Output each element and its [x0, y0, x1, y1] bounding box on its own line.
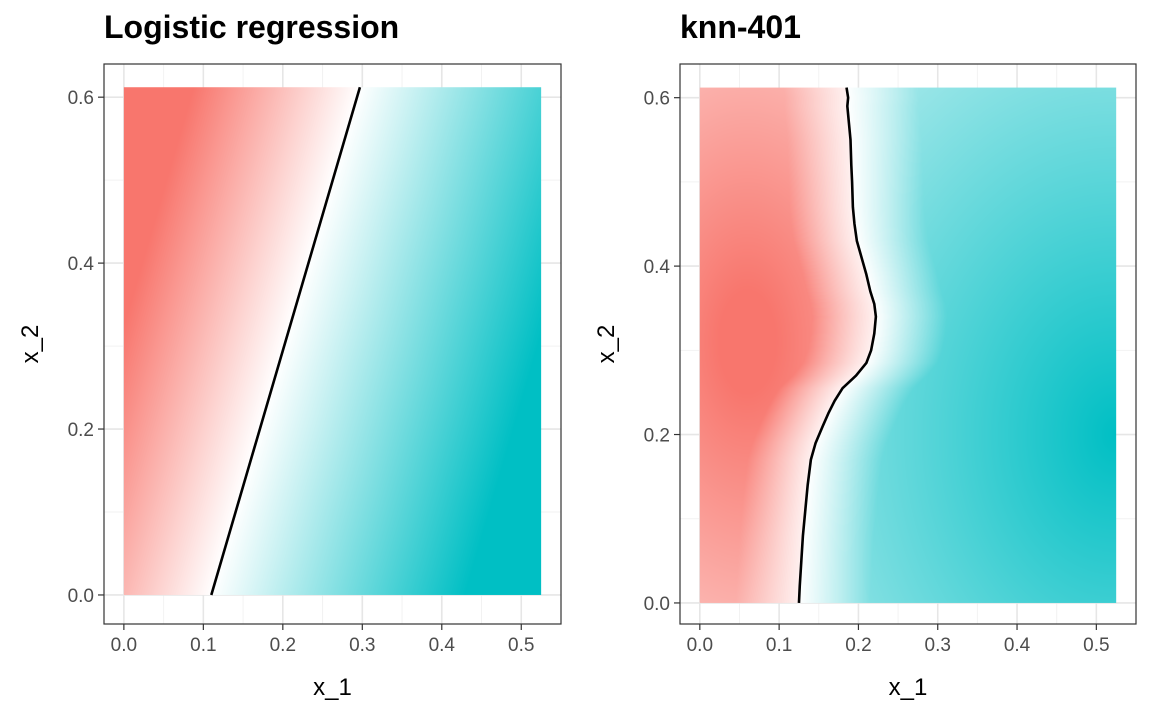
logistic-regression-panel: Logistic regression 0.0 0.1 0.2 0.3 0.4 0.50.… — [17, 9, 562, 701]
panel-title: Logistic regression — [104, 9, 399, 45]
probability-fill — [123, 87, 542, 595]
x-tick-label: 0.1 — [190, 635, 216, 656]
y-tick-label: 0.0 — [68, 586, 94, 607]
x-tick-label: 0.1 — [766, 635, 792, 656]
y-tick-label: 0.0 — [644, 594, 670, 615]
y-tick-label: 0.2 — [68, 420, 94, 441]
axis-ticks: 0.0 0.1 0.2 0.3 0.4 0.5 0.0 0.2 0.4 0.6 — [644, 89, 1110, 656]
axis-ticks: 0.0 0.1 0.2 0.3 0.4 0.5 0.0 0.2 0.4 0.6 — [68, 88, 535, 656]
probability-fill — [699, 87, 1117, 603]
x-tick-label: 0.4 — [1004, 635, 1031, 656]
decision-boundary-line — [797, 87, 878, 604]
y-tick-label: 0.4 — [644, 257, 671, 278]
x-tick-label: 0.2 — [270, 635, 296, 656]
x-tick-label: 0.5 — [1083, 635, 1109, 656]
knn-401-panel: knn-401 0.0 0.1 0.2 0.3 0.4 0.5 0.0 0.2 0.4 0.6 x… — [593, 9, 1137, 701]
y-axis-title: x_2 — [17, 325, 44, 364]
x-tick-label: 0.3 — [925, 635, 951, 656]
x-axis-title: x_1 — [889, 674, 928, 701]
x-tick-label: 0.0 — [687, 635, 713, 656]
x-tick-label: 0.5 — [508, 635, 534, 656]
y-axis-title: x_2 — [593, 325, 620, 364]
x-tick-label: 0.4 — [429, 635, 456, 656]
panel-title: knn-401 — [680, 9, 801, 45]
x-tick-label: 0.3 — [349, 635, 375, 656]
x-tick-label: 0.0 — [111, 635, 137, 656]
y-tick-label: 0.6 — [68, 88, 94, 109]
x-tick-label: 0.2 — [845, 635, 871, 656]
panel-border — [679, 63, 1137, 625]
y-tick-label: 0.6 — [644, 89, 670, 110]
x-axis-title: x_1 — [313, 674, 352, 701]
y-tick-label: 0.4 — [68, 254, 95, 275]
decision-boundary-line — [210, 86, 362, 596]
panel-border — [103, 63, 562, 625]
y-tick-label: 0.2 — [644, 426, 670, 447]
